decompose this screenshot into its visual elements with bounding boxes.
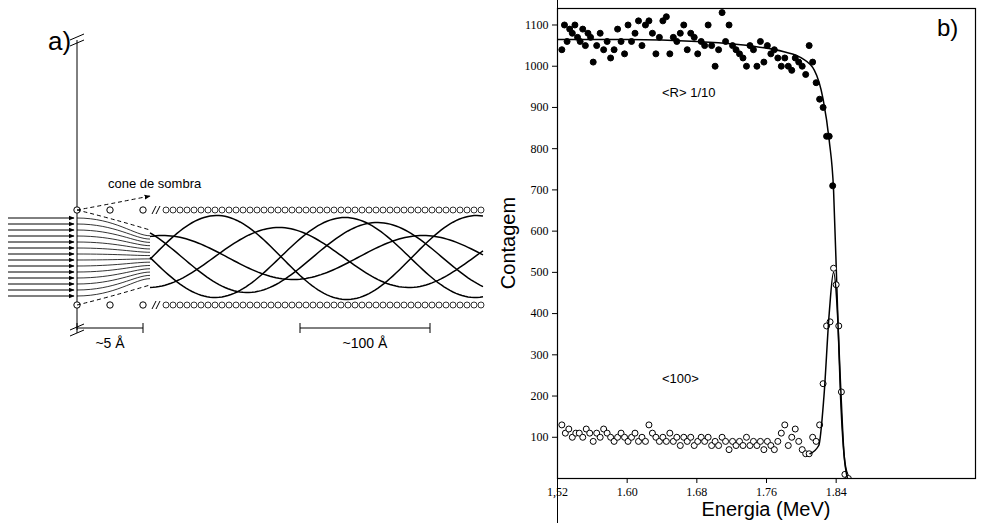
svg-text:<100>: <100>	[662, 371, 699, 386]
svg-text:a): a)	[48, 26, 71, 56]
svg-text:700: 700	[531, 183, 549, 197]
svg-text:1.68: 1.68	[686, 485, 707, 499]
html-text:Contagem: Contagem	[496, 196, 519, 290]
svg-text:600: 600	[531, 224, 549, 238]
svg-text:200: 200	[531, 389, 549, 403]
html-text:Energia (MeV): Energia (MeV)	[701, 498, 831, 520]
svg-text:300: 300	[531, 348, 549, 362]
svg-text:<R> 1/10: <R> 1/10	[662, 85, 716, 100]
svg-text:1.84: 1.84	[826, 485, 847, 499]
svg-text:500: 500	[531, 265, 549, 279]
svg-text:1,52: 1,52	[547, 485, 568, 499]
svg-text:~100 Å: ~100 Å	[343, 335, 388, 351]
svg-text:100: 100	[531, 430, 549, 444]
html-text:b): b)	[937, 14, 959, 41]
svg-text:800: 800	[531, 142, 549, 156]
svg-text:1.60: 1.60	[617, 485, 638, 499]
svg-text:~5 Å: ~5 Å	[95, 335, 125, 351]
svg-text:400: 400	[531, 306, 549, 320]
svg-text:900: 900	[531, 100, 549, 114]
svg-text:1.76: 1.76	[756, 485, 777, 499]
svg-text:1000: 1000	[525, 59, 549, 73]
svg-text:cone de sombra: cone de sombra	[108, 176, 202, 191]
svg-text:1100: 1100	[525, 18, 549, 32]
